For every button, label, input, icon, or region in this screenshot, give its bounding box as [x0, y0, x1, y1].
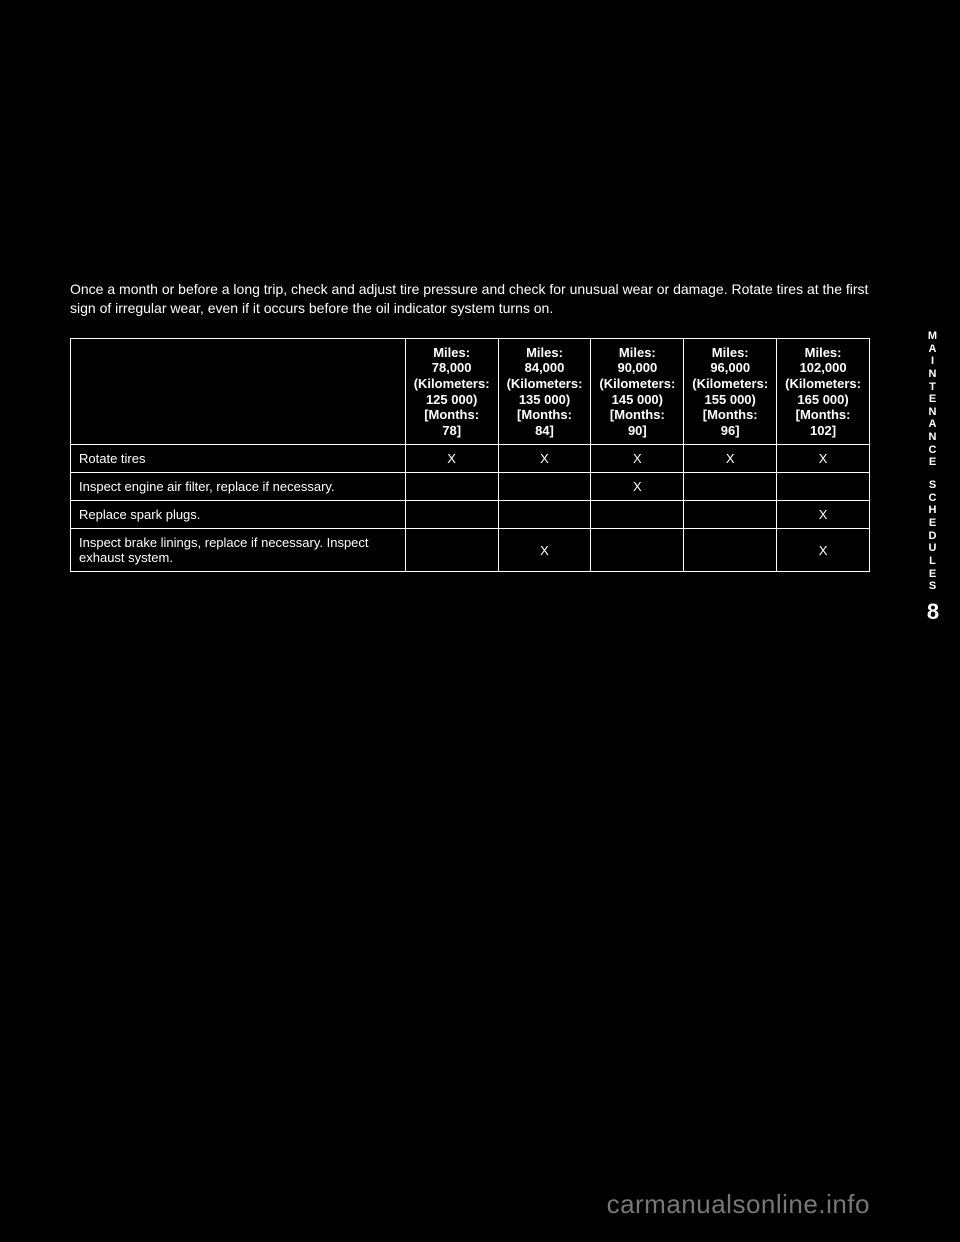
- task-cell: Inspect brake linings, replace if necess…: [71, 529, 406, 572]
- watermark: carmanualsonline.info: [607, 1189, 870, 1220]
- task-cell: Rotate tires: [71, 445, 406, 473]
- mark-cell: X: [684, 445, 777, 473]
- mark-cell: X: [777, 529, 870, 572]
- mark-cell: X: [777, 501, 870, 529]
- col-header-4: Miles: 102,000 (Kilometers: 165 000) [Mo…: [777, 338, 870, 445]
- col-header-3: Miles: 96,000 (Kilometers: 155 000) [Mon…: [684, 338, 777, 445]
- sidebar-label-schedules: SCHEDULES: [922, 479, 944, 593]
- col-header-0: Miles: 78,000 (Kilometers: 125 000) [Mon…: [405, 338, 498, 445]
- mark-cell: [684, 473, 777, 501]
- chapter-number: 8: [922, 599, 944, 625]
- table-row: Rotate tires X X X X X: [71, 445, 870, 473]
- mark-cell: [498, 473, 591, 501]
- table-row: Inspect engine air filter, replace if ne…: [71, 473, 870, 501]
- mark-cell: X: [591, 445, 684, 473]
- mark-cell: [684, 529, 777, 572]
- mark-cell: X: [777, 445, 870, 473]
- mark-cell: [777, 473, 870, 501]
- mark-cell: X: [591, 473, 684, 501]
- mark-cell: [405, 529, 498, 572]
- maintenance-table: Miles: 78,000 (Kilometers: 125 000) [Mon…: [70, 338, 870, 573]
- mark-cell: [684, 501, 777, 529]
- mark-cell: X: [405, 445, 498, 473]
- mark-cell: X: [498, 529, 591, 572]
- sidebar: MAINTENANCE SCHEDULES 8: [922, 330, 944, 625]
- mark-cell: [405, 473, 498, 501]
- table-row: Replace spark plugs. X: [71, 501, 870, 529]
- col-header-2: Miles: 90,000 (Kilometers: 145 000) [Mon…: [591, 338, 684, 445]
- col-header-1: Miles: 84,000 (Kilometers: 135 000) [Mon…: [498, 338, 591, 445]
- header-spacer: [71, 338, 406, 445]
- mark-cell: [591, 501, 684, 529]
- task-cell: Replace spark plugs.: [71, 501, 406, 529]
- table-header-row: Miles: 78,000 (Kilometers: 125 000) [Mon…: [71, 338, 870, 445]
- table-row: Inspect brake linings, replace if necess…: [71, 529, 870, 572]
- intro-text: Once a month or before a long trip, chec…: [70, 280, 870, 318]
- task-cell: Inspect engine air filter, replace if ne…: [71, 473, 406, 501]
- mark-cell: [591, 529, 684, 572]
- mark-cell: [498, 501, 591, 529]
- mark-cell: X: [498, 445, 591, 473]
- mark-cell: [405, 501, 498, 529]
- sidebar-label-maintenance: MAINTENANCE: [922, 330, 944, 469]
